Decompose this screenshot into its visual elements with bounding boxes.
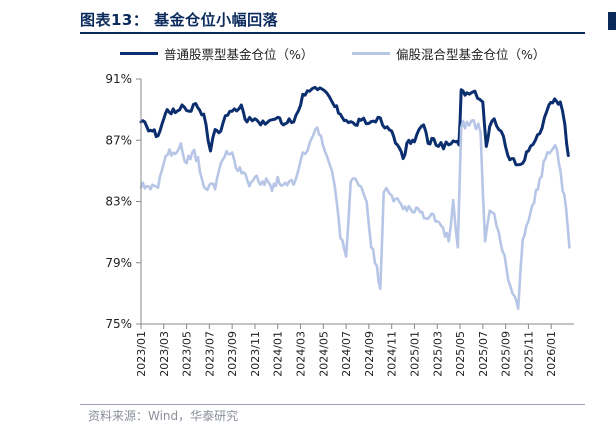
x-tick-label: 2023/07 [203, 331, 216, 377]
series-line-stock [139, 85, 570, 167]
x-tick-label: 2024/11 [386, 331, 399, 377]
y-tick-label: 79% [105, 256, 132, 270]
x-tick-label: 2023/11 [249, 331, 262, 377]
y-tick-label: 87% [105, 133, 132, 147]
edge-marker [608, 12, 616, 30]
legend-swatch-stock [120, 52, 158, 55]
x-tick-label: 2025/01 [408, 331, 421, 377]
figure-title: 图表13： 基金仓位小幅回落 [80, 11, 279, 29]
legend-swatch-mixed [352, 52, 390, 55]
x-tick-label: 2024/03 [295, 331, 308, 377]
x-tick-label: 2024/01 [272, 331, 285, 377]
source-note: 资料来源：Wind，华泰研究 [88, 409, 239, 423]
y-tick-label: 75% [105, 317, 132, 331]
x-tick-label: 2025/05 [454, 331, 467, 377]
legend-label-mixed: 偏股混合型基金仓位（%） [396, 47, 546, 62]
x-tick-label: 2024/07 [340, 331, 353, 377]
x-tick-label: 2023/03 [158, 331, 171, 377]
title-underline [80, 32, 585, 34]
legend-label-stock: 普通股票型基金仓位（%） [164, 47, 314, 62]
legend-item-mixed: 偏股混合型基金仓位（%） [352, 44, 545, 63]
x-tick-label: 2025/11 [522, 331, 535, 377]
source-divider [80, 404, 585, 405]
x-tick-label: 2024/05 [317, 331, 330, 377]
x-tick-label: 2023/01 [135, 331, 148, 377]
axis-layer: 91% 87% 83% 79% 75%2023/01 2023/03 2023/05 2023… [105, 72, 574, 377]
x-tick-label: 2025/03 [431, 331, 444, 377]
series-line-mixed [139, 119, 571, 310]
y-tick-label: 91% [105, 72, 132, 86]
x-tick-label: 2023/09 [226, 331, 239, 377]
x-tick-label: 2024/09 [363, 331, 376, 377]
legend-item-stock: 普通股票型基金仓位（%） [120, 44, 313, 63]
series-layer [139, 85, 571, 310]
y-tick-label: 83% [105, 195, 132, 209]
x-tick-label: 2023/05 [181, 331, 194, 377]
x-tick-label: 2026/01 [545, 331, 558, 377]
x-tick-label: 2025/07 [477, 331, 490, 377]
x-tick-label: 2025/09 [500, 331, 513, 377]
